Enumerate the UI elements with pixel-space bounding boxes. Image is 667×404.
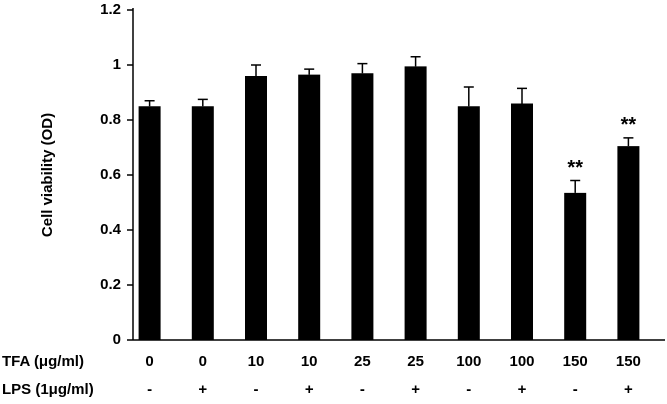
x-tick-label: 0 <box>145 353 153 370</box>
y-tick-label: 0.4 <box>100 221 122 238</box>
bar <box>457 106 480 340</box>
lps-label: + <box>411 381 420 398</box>
lps-label: - <box>360 381 365 398</box>
bar <box>404 66 427 340</box>
bar <box>138 106 161 340</box>
bar <box>191 106 214 340</box>
significance: ** <box>621 114 637 136</box>
y-tick-label: 0 <box>113 331 121 348</box>
x-tick-label: 25 <box>354 353 371 370</box>
y-tick-label: 0.2 <box>100 276 121 293</box>
lps-label: + <box>198 381 207 398</box>
x-tick-label: 25 <box>407 353 424 370</box>
bar <box>511 103 533 340</box>
bar <box>564 192 587 340</box>
x-tick-label: 10 <box>248 353 265 370</box>
x-tick-label: 100 <box>509 353 534 370</box>
x-tick-label: 0 <box>199 353 207 370</box>
x-tick-label: 150 <box>616 353 641 370</box>
row-label: TFA (μg/ml) <box>2 353 84 370</box>
lps-label: + <box>305 381 314 398</box>
bar <box>298 74 321 340</box>
x-tick-label: 100 <box>456 353 481 370</box>
lps-label: - <box>147 381 152 398</box>
row-label: LPS (1μg/ml) <box>2 381 94 398</box>
y-tick-label: 1 <box>113 56 121 73</box>
y-tick-label: 0.8 <box>100 111 121 128</box>
bar <box>245 76 267 340</box>
lps-label: + <box>518 381 527 398</box>
y-axis-label: Cell viability (OD) <box>39 113 56 237</box>
x-tick-label: 10 <box>301 353 318 370</box>
lps-label: - <box>466 381 471 398</box>
lps-label: + <box>624 381 633 398</box>
bar <box>351 73 374 340</box>
bar <box>617 146 640 340</box>
y-tick-label: 1.2 <box>100 1 121 18</box>
x-tick-label: 150 <box>563 353 588 370</box>
lps-label: - <box>254 381 259 398</box>
lps-label: - <box>573 381 578 398</box>
y-tick-label: 0.6 <box>100 166 121 183</box>
significance: ** <box>567 157 583 179</box>
